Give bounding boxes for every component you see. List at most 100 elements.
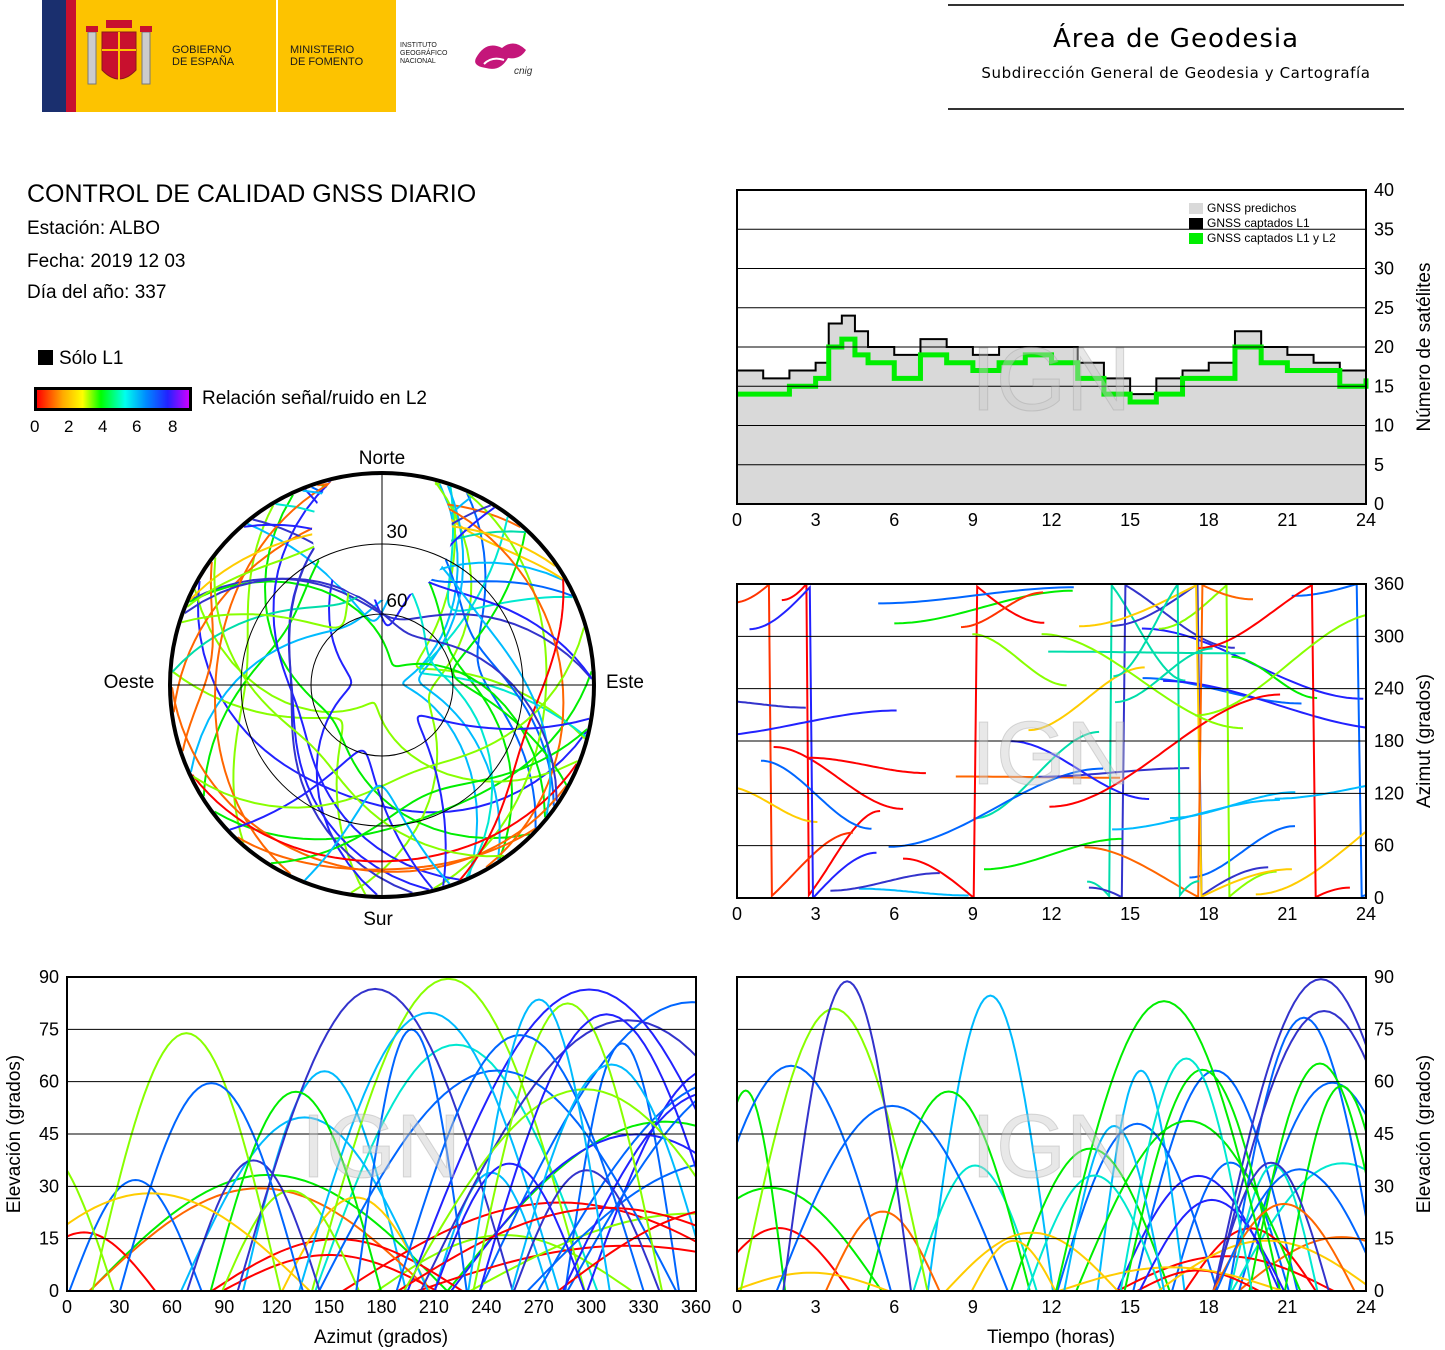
x-tick-label: 6 <box>889 1297 899 1317</box>
satellite-track <box>1291 584 1366 898</box>
y-tick-label: 90 <box>39 967 59 987</box>
x-tick-label: 330 <box>629 1297 659 1317</box>
elevation-time-chart: IGN 0 3 6 9 12 15 18 21 24 0 15 30 45 60 75 90 Tiempo … <box>732 967 1435 1348</box>
satellite-track <box>1048 650 1246 655</box>
x-tick-label: 0 <box>732 904 742 924</box>
satellite-track <box>395 1034 645 1291</box>
az-grid <box>737 635 1366 847</box>
satellite-track <box>737 709 897 736</box>
x-tick-label: 300 <box>576 1297 606 1317</box>
area-header: Área de Geodesia Subdirección General de… <box>948 0 1404 114</box>
x-tick-label: 90 <box>214 1297 234 1317</box>
x-tick-label: 9 <box>968 904 978 924</box>
satellite-track <box>858 887 969 897</box>
satellite-track <box>459 578 565 881</box>
elt-ylabel: Elevación (grados) <box>1414 1055 1435 1213</box>
x-tick-label: 9 <box>968 1297 978 1317</box>
x-tick-label: 240 <box>471 1297 501 1317</box>
watermark-ign: IGN <box>971 330 1131 430</box>
satellite-track <box>537 1086 696 1291</box>
y-tick-label: 0 <box>49 1281 59 1301</box>
satellite-track <box>1231 1162 1366 1291</box>
legend-l1: GNSS captados L1 <box>1207 216 1310 230</box>
elaz-ylabel: Elevación (grados) <box>4 1055 25 1213</box>
satellite-track <box>1142 677 1302 705</box>
satellite-track <box>1212 1161 1330 1291</box>
ministerio-text: MINISTERIO DE FOMENTO <box>290 44 364 68</box>
instituto-text: INSTITUTO GEOGRÁFICO NACIONAL <box>400 42 448 65</box>
az-frame <box>736 583 1367 899</box>
x-tick-label: 60 <box>162 1297 182 1317</box>
x-tick-label: 15 <box>1120 1297 1140 1317</box>
y-tick-label: 0 <box>1374 888 1384 908</box>
y-tick-label: 30 <box>1374 259 1394 279</box>
satellite-track <box>418 516 587 738</box>
satellite-track <box>781 584 881 898</box>
elt-frame <box>736 976 1367 1292</box>
satellite-track <box>566 1099 696 1291</box>
satellite-track <box>350 481 473 894</box>
satellite-track <box>737 584 853 898</box>
x-tick-label: 12 <box>1041 510 1061 530</box>
snr-colorbar <box>34 387 192 411</box>
satellite-track <box>186 1159 321 1291</box>
y-tick-label: 120 <box>1374 783 1404 803</box>
x-tick-label: 3 <box>811 904 821 924</box>
satellite-track <box>824 1210 941 1291</box>
satellite-track <box>311 977 586 1291</box>
satellite-track <box>1157 1239 1366 1291</box>
x-tick-label: 15 <box>1120 510 1140 530</box>
satellite-track <box>192 627 585 809</box>
satellite-track <box>557 1210 696 1291</box>
satellite-track <box>1079 584 1292 898</box>
elaz-xlabel: Azimut (grados) <box>314 1327 448 1348</box>
satellite-track <box>229 749 434 890</box>
ring-label-60: 60 <box>386 591 407 612</box>
y-tick-label: 5 <box>1374 455 1384 475</box>
elt-tracks <box>737 978 1366 1291</box>
snr-tick: 0 <box>30 417 40 436</box>
top-rule <box>948 4 1404 6</box>
x-tick-label: 15 <box>1120 904 1140 924</box>
east-label: Este <box>606 672 644 693</box>
satellite-track <box>466 492 537 829</box>
satellite-track <box>737 700 806 709</box>
satellite-track <box>209 1090 382 1291</box>
y-tick-label: 360 <box>1374 574 1404 594</box>
satellite-track <box>433 1162 586 1291</box>
legend-l1l2: GNSS captados L1 y L2 <box>1207 231 1336 245</box>
x-tick-label: 18 <box>1199 1297 1219 1317</box>
satellite-track <box>1119 1057 1253 1291</box>
satellite-track <box>1063 1124 1166 1291</box>
y-tick-label: 60 <box>1374 836 1394 856</box>
y-tick-label: 15 <box>1374 1229 1394 1249</box>
satellite-track <box>181 561 214 752</box>
satellite-track <box>213 479 337 875</box>
elt-y-ticks: 0 15 30 45 60 75 90 <box>1374 967 1394 1301</box>
satellite-track <box>894 589 1073 625</box>
x-tick-label: 21 <box>1277 510 1297 530</box>
satellite-track <box>172 687 568 873</box>
satellite-track <box>973 730 1100 820</box>
satellite-track <box>1123 1068 1282 1291</box>
az-ylabel: Azimut (grados) <box>1414 674 1435 808</box>
skyplot-chart: Norte Sur Oeste Este 30 60 <box>104 448 644 930</box>
satellite-track <box>402 482 479 877</box>
coat-of-arms-icon <box>86 20 152 85</box>
satellite-track <box>1112 798 1280 831</box>
legend-l1-only: Sólo L1 <box>38 348 123 370</box>
satellite-track <box>737 1089 787 1291</box>
satellite-track <box>773 746 904 810</box>
satellite-track <box>1212 978 1366 1291</box>
report-title: CONTROL DE CALIDAD GNSS DIARIO <box>27 180 477 208</box>
y-tick-label: 45 <box>1374 1124 1394 1144</box>
satellite-track <box>1010 740 1150 800</box>
satellite-track <box>1114 647 1213 704</box>
satellite-track <box>830 872 940 892</box>
satellite-track <box>272 480 461 881</box>
satellite-track <box>760 759 872 830</box>
snr-tick: 2 <box>64 417 74 436</box>
satellite-track <box>1274 784 1366 800</box>
satellite-track <box>417 1244 696 1291</box>
y-tick-label: 15 <box>1374 376 1394 396</box>
